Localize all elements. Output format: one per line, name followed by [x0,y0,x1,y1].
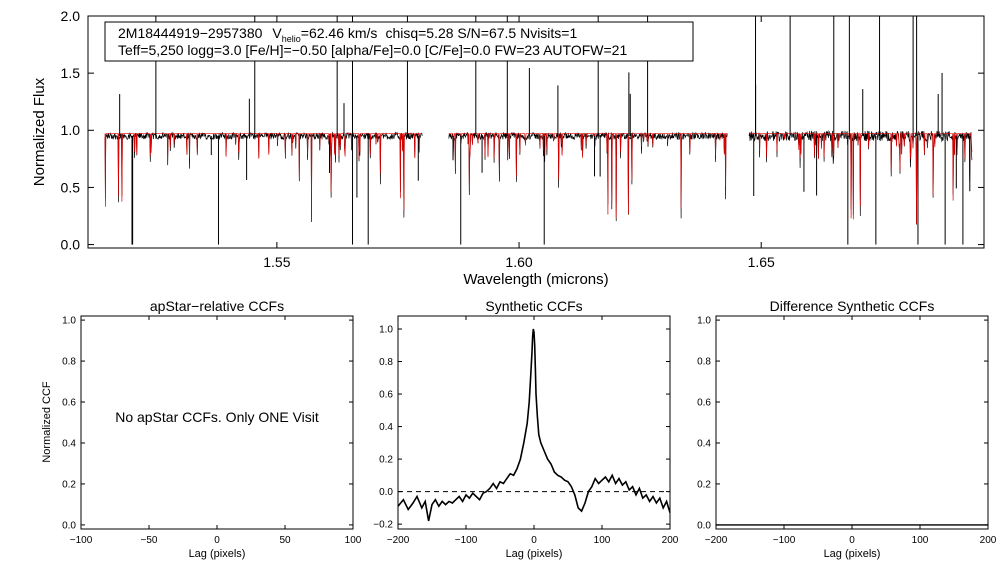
apstar-ccf-ticks: −100 −50 0 50 100 0.0 0.2 0.4 0.6 0.8 1.0 [62,316,362,546]
v-helio-subscript: helio [282,34,301,44]
y-tick-label: 0.6 [697,398,711,409]
y-tick-label: 0.4 [379,422,393,433]
y-tick-label: 2.0 [61,8,81,24]
x-tick-label: 0 [531,535,537,546]
y-tick-label: 0.2 [379,455,393,466]
y-tick-label: 1.5 [61,65,81,81]
fit-stats: chisq=5.28 S/N=67.5 Nvisits=1 [385,25,577,41]
y-tick-label: 0.8 [697,357,711,368]
y-tick-label: 1.0 [697,316,711,327]
y-tick-label: 0.8 [62,357,76,368]
x-tick-label: −100 [70,535,93,546]
difference-ccf-title: Difference Synthetic CCFs [770,298,935,314]
no-ccf-message: No apStar CCFs. Only ONE Visit [115,409,319,425]
x-tick-label: 50 [279,535,291,546]
difference-ccf-panel: Difference Synthetic CCFs −200 −100 0 100 20… [697,298,997,560]
y-tick-label: 1.0 [379,325,393,336]
difference-ccf-ticks: −200 −100 0 100 200 0.0 0.2 0.4 0.6 0.8 1.0 [697,316,997,546]
synthetic-ccf-title: Synthetic CCFs [485,298,582,314]
x-tick-label: 0 [214,535,220,546]
x-tick-label: −100 [773,535,796,546]
spectrum-ticks: 1.55 1.60 1.65 0.0 0.5 1.0 1.5 2.0 [61,8,984,270]
spectrum-y-axis-label: Normalized Flux [31,77,48,186]
observed-spectrum-line [104,131,423,223]
y-tick-label: 1.0 [61,122,81,138]
synthetic-ccf-line [397,328,671,522]
y-tick-label: −0.2 [373,520,393,531]
difference-ccf-x-axis-label: Lag (pixels) [824,548,881,560]
y-tick-label: 0.4 [697,438,711,449]
x-tick-label: 1.55 [263,254,290,270]
v-helio-value: =62.46 km/s [301,25,378,41]
x-tick-label: 100 [345,535,362,546]
y-tick-label: 0.4 [62,438,76,449]
apstar-ccf-title: apStar−relative CCFs [150,298,284,314]
apstar-ccf-y-axis-label: Normalized CCF [41,381,53,463]
x-tick-label: 1.65 [748,254,775,270]
y-tick-label: 0.5 [61,179,81,195]
apstar-ccf-x-axis-label: Lag (pixels) [189,548,246,560]
y-tick-label: 0.6 [379,390,393,401]
x-tick-label: 100 [594,535,611,546]
model-spectrum-line [448,133,728,218]
spectrum-x-axis-label: Wavelength (microns) [463,271,608,288]
apstar-ccf-panel: apStar−relative CCFs −100 −50 0 50 100 0.0 0.2… [41,298,362,560]
y-tick-label: 0.2 [62,479,76,490]
x-tick-label: 200 [662,535,679,546]
x-tick-label: 200 [980,535,997,546]
x-tick-label: −200 [387,535,410,546]
x-tick-label: 1.60 [505,254,532,270]
y-tick-label: 0.8 [379,357,393,368]
y-tick-label: 0.0 [379,487,393,498]
y-tick-label: 0.2 [697,479,711,490]
model-spectrum-line [749,133,973,225]
synthetic-ccf-plot-area [397,328,671,522]
y-tick-label: 0.0 [62,520,76,531]
spectrum-frame [87,15,985,249]
y-tick-label: 0.6 [62,398,76,409]
x-tick-label: −200 [705,535,728,546]
y-tick-label: 0.0 [697,520,711,531]
model-spectrum-line [104,133,423,215]
annotation-line-2: Teff=5,250 logg=3.0 [Fe/H]=−0.50 [alpha/… [118,42,627,58]
synthetic-ccf-panel: Synthetic CCFs −200 −100 0 100 200 −0.2 0.0 0.2… [373,298,679,560]
annotation-line-1: 2M18444919−2957380 Vhelio=62.46 km/s chisq… [118,25,577,44]
y-tick-label: 0.0 [61,236,81,252]
spectrum-panel: 1.55 1.60 1.65 0.0 0.5 1.0 1.5 2.0 Wavelength (… [31,8,985,288]
annotation-box-frame [104,21,694,62]
x-tick-label: 0 [849,535,855,546]
x-tick-label: −50 [141,535,158,546]
v-helio-prefix: V [272,25,282,41]
x-tick-label: −100 [455,535,478,546]
spectrum-annotation-box: 2M18444919−2957380 Vhelio=62.46 km/s chisq… [104,21,694,62]
star-id: 2M18444919−2957380 [118,25,263,41]
y-tick-label: 1.0 [62,316,76,327]
x-tick-label: 100 [912,535,929,546]
synthetic-ccf-x-axis-label: Lag (pixels) [506,548,563,560]
synthetic-ccf-ticks: −200 −100 0 100 200 −0.2 0.0 0.2 0.4 0.6 0.8 1.0 [373,316,679,546]
